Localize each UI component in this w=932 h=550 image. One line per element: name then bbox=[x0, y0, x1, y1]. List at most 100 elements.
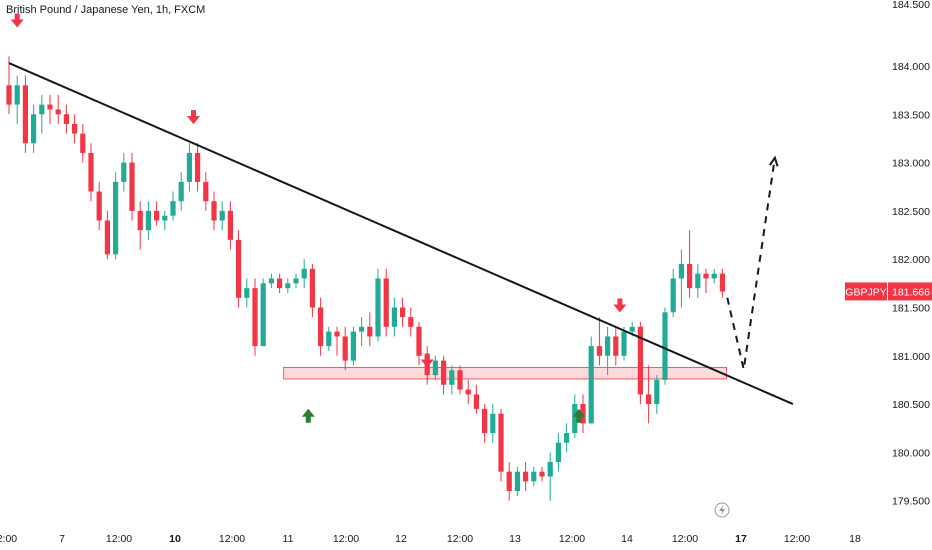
candle-body bbox=[113, 181, 119, 255]
candle-body bbox=[670, 278, 676, 313]
time-tick-label: 13 bbox=[509, 533, 521, 545]
candle-body bbox=[490, 413, 496, 434]
candle bbox=[96, 181, 102, 231]
chart-title: British Pound / Japanese Yen, 1h, FXCM bbox=[6, 4, 206, 16]
candle bbox=[129, 152, 135, 221]
trendline[interactable] bbox=[8, 62, 794, 405]
candle-body bbox=[711, 273, 717, 279]
candle-body bbox=[383, 278, 389, 327]
candle bbox=[514, 466, 520, 496]
candle bbox=[285, 278, 291, 293]
lightning-icon[interactable] bbox=[714, 502, 730, 518]
candle bbox=[6, 56, 12, 115]
candle-body bbox=[678, 264, 684, 279]
candle bbox=[719, 268, 725, 298]
candle-body bbox=[285, 283, 291, 289]
plot-area[interactable] bbox=[6, 13, 794, 501]
candle bbox=[637, 321, 643, 405]
candle bbox=[678, 249, 684, 308]
candle bbox=[596, 317, 602, 366]
candle bbox=[326, 326, 332, 351]
candle-body bbox=[473, 394, 479, 409]
candle-body bbox=[186, 152, 192, 182]
candle-body bbox=[72, 123, 78, 134]
price-tick-label: 182.500 bbox=[892, 206, 930, 218]
candle bbox=[523, 462, 529, 492]
candle-body bbox=[400, 307, 406, 318]
symbol-badge-label: GBPJPY bbox=[845, 286, 886, 298]
price-tick-label: 184.000 bbox=[892, 61, 930, 73]
candle bbox=[113, 172, 119, 260]
price-tick-label: 183.500 bbox=[892, 109, 930, 121]
down-arrow-icon bbox=[187, 110, 200, 125]
candle-body bbox=[137, 210, 143, 231]
candle-body bbox=[432, 360, 438, 376]
candle-body bbox=[367, 326, 373, 337]
candle-body bbox=[687, 264, 693, 289]
candle-body bbox=[613, 336, 619, 356]
candle-body bbox=[588, 346, 594, 424]
candle-body bbox=[154, 210, 160, 221]
candle-body bbox=[596, 346, 602, 356]
candle-body bbox=[236, 239, 242, 298]
candle bbox=[359, 317, 365, 347]
candle bbox=[490, 404, 496, 443]
candle bbox=[473, 384, 479, 414]
down-arrow-icon bbox=[420, 353, 434, 368]
candle-body bbox=[63, 114, 69, 124]
support-zone[interactable] bbox=[283, 366, 727, 380]
candle-body bbox=[375, 278, 381, 337]
candle bbox=[31, 104, 37, 153]
candle-body bbox=[637, 326, 643, 395]
candle-body bbox=[498, 413, 504, 472]
candle-body bbox=[547, 462, 553, 477]
time-tick-label: 14 bbox=[621, 533, 633, 545]
candle bbox=[498, 408, 504, 482]
candle-body bbox=[47, 104, 53, 110]
candle bbox=[350, 326, 356, 366]
candle-body bbox=[80, 133, 86, 153]
time-tick-label: 12:00 bbox=[0, 533, 17, 545]
candle-body bbox=[703, 273, 709, 279]
candle bbox=[72, 114, 78, 144]
candle-body bbox=[605, 336, 611, 356]
projection-path[interactable] bbox=[726, 157, 776, 370]
candle-body bbox=[244, 288, 250, 298]
candle-body bbox=[391, 307, 397, 327]
last-price-label: 181.666 bbox=[892, 286, 930, 298]
candle bbox=[47, 94, 53, 124]
up-arrow-icon bbox=[572, 408, 586, 423]
down-arrow-icon bbox=[10, 13, 24, 28]
last-price-badge bbox=[888, 282, 932, 301]
candle-body bbox=[646, 394, 652, 405]
candle bbox=[63, 104, 69, 134]
candle-body bbox=[334, 331, 340, 337]
time-axis[interactable]: 12:00 7 12:00 10 12:00 11 12:00 12 12:00 13 12:00 1… bbox=[0, 533, 861, 545]
candle bbox=[121, 152, 127, 192]
candle bbox=[22, 75, 28, 153]
candle-body bbox=[359, 326, 365, 332]
candle-body bbox=[555, 442, 561, 463]
price-tick-label: 183.000 bbox=[892, 158, 930, 170]
candle bbox=[14, 75, 20, 124]
candle bbox=[219, 201, 225, 231]
candle bbox=[104, 210, 110, 260]
price-axis[interactable]: 179.500 180.000 180.500 181.000 181.500 182.0… bbox=[845, 0, 932, 528]
candle bbox=[383, 268, 389, 337]
candle-body bbox=[277, 278, 283, 289]
candle-body bbox=[309, 268, 315, 308]
down-arrow-icon bbox=[613, 298, 627, 313]
candle-body bbox=[104, 220, 110, 255]
time-tick-label: 12:00 bbox=[784, 533, 810, 545]
candle-body bbox=[268, 278, 274, 284]
candle bbox=[375, 268, 381, 342]
candle-body bbox=[227, 210, 233, 240]
candle bbox=[588, 336, 594, 424]
candle-body bbox=[629, 326, 635, 332]
candle-body bbox=[145, 210, 151, 231]
candle bbox=[227, 201, 233, 250]
candle-body bbox=[695, 273, 701, 289]
price-tick-label: 182.000 bbox=[892, 254, 930, 266]
candle bbox=[432, 355, 438, 380]
